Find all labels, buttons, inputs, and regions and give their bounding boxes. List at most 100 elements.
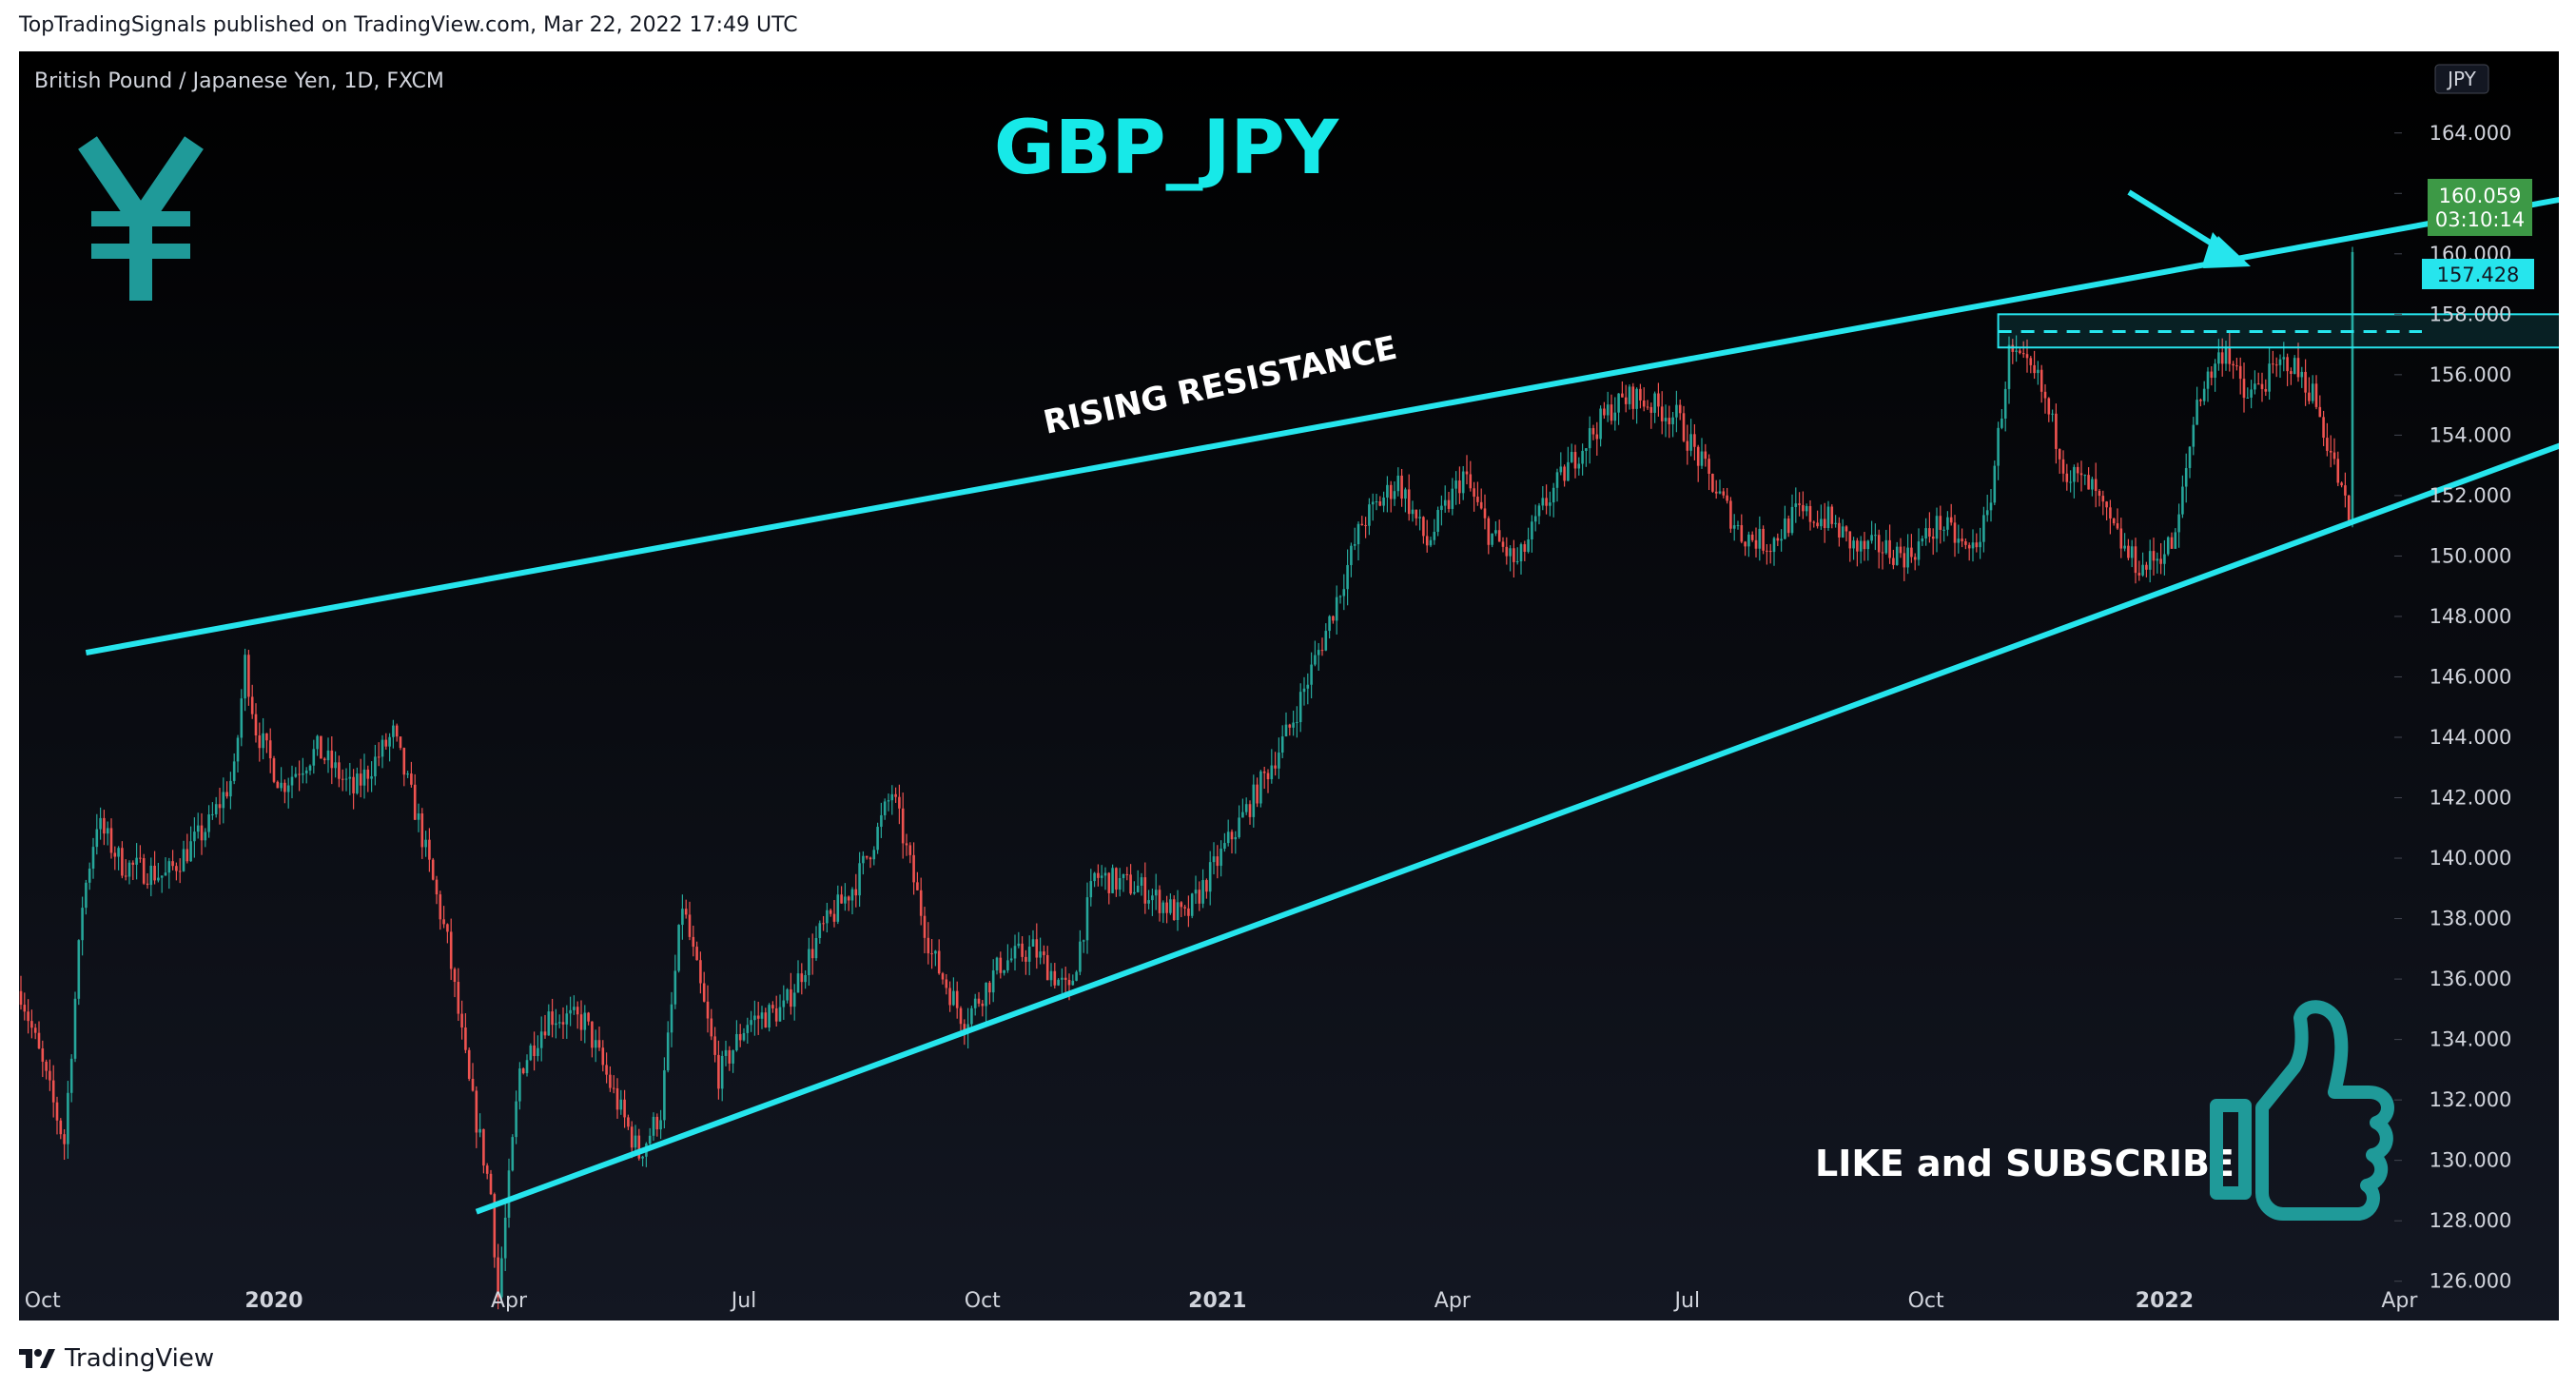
candle — [1784, 505, 1786, 540]
candle-body — [2318, 406, 2322, 418]
y-tick-label: 142.000 — [2430, 787, 2512, 810]
candle-body — [19, 990, 23, 1006]
candle — [591, 1021, 594, 1058]
candle-body — [565, 1013, 569, 1025]
candle — [149, 857, 153, 897]
candle — [1375, 494, 1378, 511]
candle-body — [1176, 902, 1180, 921]
candle — [2210, 365, 2214, 386]
candle-body — [1545, 498, 1548, 506]
thumbs-up-icon[interactable] — [2210, 1000, 2394, 1221]
price-chart[interactable]: 126.000 128.000 130.000 132.000 134.000 136.0… — [19, 51, 2559, 1321]
candle-body — [555, 1023, 557, 1026]
y-tick-label: 156.000 — [2430, 363, 2512, 386]
candle-body — [377, 756, 381, 758]
candle — [735, 1020, 738, 1052]
candle — [760, 1006, 764, 1029]
candle — [800, 963, 804, 995]
candle — [250, 684, 254, 719]
tradingview-footer[interactable]: TradingView — [19, 1340, 214, 1378]
candle-body — [923, 915, 927, 938]
candle — [876, 822, 879, 854]
candle — [113, 846, 117, 871]
chart-frame[interactable]: 126.000 128.000 130.000 132.000 134.000 136.0… — [19, 51, 2559, 1321]
candle — [1844, 525, 1848, 542]
candle — [543, 1014, 547, 1039]
candle — [298, 760, 301, 792]
candle — [1248, 800, 1252, 825]
candle-body — [746, 1025, 750, 1033]
candle — [1722, 488, 1726, 499]
candle-body — [171, 861, 174, 867]
candle — [2061, 450, 2065, 482]
candle-body — [457, 982, 460, 1014]
candle — [2278, 354, 2282, 379]
candle-body — [735, 1033, 738, 1051]
candle-body — [2166, 537, 2170, 555]
candle-body — [2137, 573, 2141, 576]
candle-body — [268, 740, 272, 759]
candle — [482, 1128, 485, 1174]
candle-body — [1588, 428, 1591, 449]
candle — [2148, 539, 2152, 583]
candle-body — [103, 817, 106, 834]
svg-text:03:10:14: 03:10:14 — [2435, 208, 2525, 231]
candle-body — [1617, 393, 1620, 413]
candle — [1115, 867, 1118, 897]
candle — [1921, 535, 1924, 546]
candle — [2351, 246, 2354, 528]
candle — [1585, 448, 1588, 467]
candle-body — [1487, 518, 1491, 545]
candle — [334, 751, 337, 778]
candle — [1664, 404, 1668, 438]
currency-button[interactable]: JPY — [2434, 64, 2489, 94]
candle-body — [898, 796, 901, 809]
candle-body — [2061, 459, 2065, 474]
candle-body — [1812, 521, 1816, 523]
candle-body — [652, 1116, 655, 1136]
candle — [2254, 370, 2256, 395]
candle-body — [880, 814, 883, 828]
candle-body — [883, 801, 887, 815]
candle — [948, 981, 951, 1012]
candle — [713, 1027, 716, 1063]
candle-body — [2282, 357, 2286, 360]
candle — [2214, 359, 2216, 392]
y-tick-label: 128.000 — [2430, 1209, 2512, 1232]
candle-body — [732, 1050, 734, 1064]
candle — [1238, 805, 1240, 839]
candle — [1342, 574, 1346, 611]
candle — [666, 1021, 670, 1073]
candle — [1415, 509, 1418, 526]
candle-body — [185, 849, 189, 862]
candle — [930, 939, 933, 969]
candle — [1324, 623, 1328, 652]
candle — [601, 1040, 605, 1072]
y-tick-label: 154.000 — [2430, 423, 2512, 446]
candle — [1967, 542, 1971, 561]
x-tick-label: 2021 — [1188, 1289, 1246, 1313]
candle-body — [1519, 544, 1523, 561]
candle-body — [547, 1011, 551, 1036]
candle — [677, 924, 680, 973]
candle — [1386, 476, 1389, 513]
candle-body — [160, 875, 164, 878]
candle-body — [1700, 451, 1704, 466]
candle-body — [2329, 450, 2332, 453]
candle — [1118, 868, 1122, 897]
candle — [500, 1246, 503, 1304]
candle-body — [1971, 542, 1975, 549]
candle — [1711, 473, 1714, 493]
candle — [37, 1021, 41, 1049]
candle — [2174, 528, 2177, 549]
candle-body — [1389, 484, 1393, 499]
candle-body — [1967, 544, 1971, 549]
candle — [1758, 516, 1762, 561]
candle-body — [999, 957, 1003, 973]
candle-body — [1306, 684, 1310, 689]
candle — [1942, 526, 1945, 542]
candle — [594, 1029, 597, 1063]
candle — [1863, 532, 1866, 561]
candle-body — [2184, 467, 2188, 487]
candle-body — [1053, 970, 1057, 986]
